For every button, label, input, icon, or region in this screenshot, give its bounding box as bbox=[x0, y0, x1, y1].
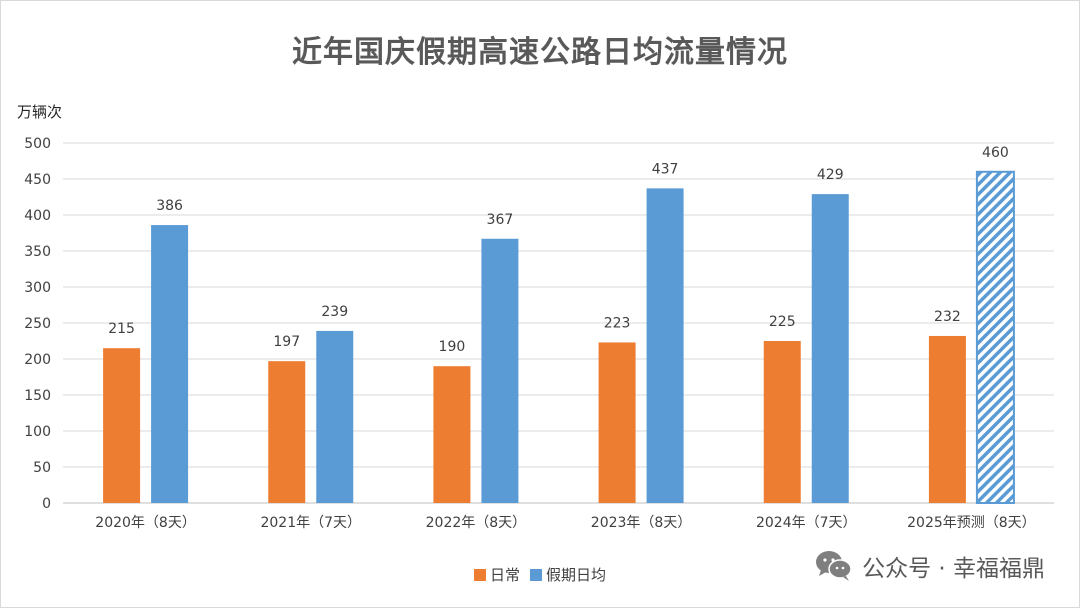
bar-daily bbox=[598, 342, 636, 503]
bar-holiday-avg bbox=[646, 188, 684, 504]
legend-item: 日常 bbox=[473, 564, 520, 585]
data-label: 225 bbox=[769, 314, 796, 330]
bar-holiday-avg bbox=[811, 194, 849, 503]
bar-daily bbox=[433, 366, 471, 503]
legend-swatch bbox=[530, 568, 542, 581]
y-tick-label: 250 bbox=[24, 316, 51, 332]
bar-holiday-avg bbox=[316, 330, 354, 503]
legend-label: 日常 bbox=[489, 566, 520, 584]
chart-legend: 日常 假期日均 bbox=[1, 564, 1079, 585]
chart-title: 近年国庆假期高速公路日均流量情况 bbox=[292, 35, 788, 70]
data-label: 232 bbox=[934, 309, 961, 325]
data-label: 367 bbox=[487, 212, 514, 228]
bar-holiday-avg bbox=[975, 170, 1015, 505]
data-label: 429 bbox=[817, 167, 844, 183]
legend-item: 假期日均 bbox=[530, 564, 606, 585]
bar-holiday-avg bbox=[481, 238, 519, 503]
data-label: 239 bbox=[321, 304, 348, 320]
x-tick-label: 2023年（8天） bbox=[591, 515, 692, 531]
bar-daily bbox=[763, 341, 801, 503]
data-label: 437 bbox=[652, 161, 679, 177]
y-tick-label: 50 bbox=[33, 460, 51, 476]
y-tick-label: 400 bbox=[24, 208, 51, 224]
data-label: 215 bbox=[108, 321, 135, 337]
y-tick-label: 500 bbox=[24, 136, 51, 152]
y-tick-label: 100 bbox=[24, 424, 51, 440]
watermark: 公众号 · 幸福福鼎 bbox=[814, 549, 1045, 583]
data-label: 460 bbox=[982, 145, 1009, 161]
bar-daily bbox=[268, 361, 306, 503]
bar-daily bbox=[928, 335, 966, 503]
watermark-text: 公众号 · 幸福福鼎 bbox=[862, 556, 1045, 582]
y-tick-label: 150 bbox=[24, 388, 51, 404]
y-axis-unit-label: 万辆次 bbox=[17, 103, 63, 121]
legend-label: 假期日均 bbox=[546, 566, 607, 584]
data-label: 190 bbox=[439, 339, 466, 355]
y-tick-label: 200 bbox=[24, 352, 51, 368]
x-tick-label: 2024年（7天） bbox=[756, 515, 857, 531]
data-label: 386 bbox=[156, 198, 183, 214]
bar-daily bbox=[103, 348, 141, 503]
data-label: 223 bbox=[604, 315, 631, 331]
x-tick-label: 2020年（8天） bbox=[95, 515, 196, 531]
y-tick-label: 350 bbox=[24, 244, 51, 260]
legend-swatch bbox=[473, 568, 486, 581]
wechat-icon bbox=[816, 551, 852, 581]
y-tick-label: 300 bbox=[24, 280, 51, 296]
data-label: 197 bbox=[273, 334, 300, 350]
x-tick-label: 2021年（7天） bbox=[260, 515, 361, 531]
x-tick-label: 2025年预测（8天） bbox=[907, 515, 1036, 531]
y-tick-label: 0 bbox=[42, 496, 51, 512]
y-tick-label: 450 bbox=[24, 172, 51, 188]
bar-holiday-avg bbox=[151, 225, 189, 503]
x-tick-label: 2022年（8天） bbox=[426, 515, 527, 531]
